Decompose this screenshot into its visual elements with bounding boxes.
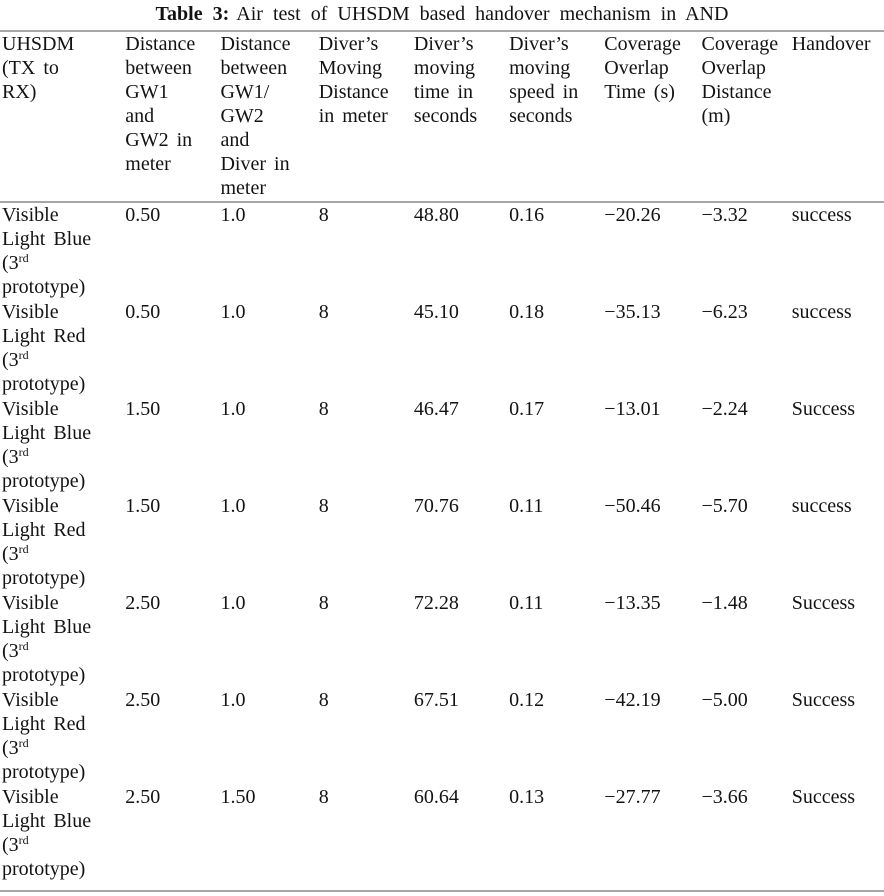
table-cell-r2-c2: 0.50 [125,301,161,323]
table-cell-r3-c4: 8 [318,398,329,420]
table-cell-r6-c2: 2.50 [125,689,161,711]
table-cell-r5-c4: 8 [318,592,329,614]
column-header-3: Distance between GW1/GW2 and Diver in meter [220,33,291,199]
table-cell-r3-c7: −13.01 [604,398,661,420]
table-cell-r7-c7: −27.77 [604,786,661,808]
table-cell-r4-c3: 1.0 [220,495,246,517]
table-cell-r1-c8: −3.32 [701,204,748,226]
column-header-7: Coverage Overlap Time (s) [604,33,681,103]
table-header-row: UHSDM (TX to RX) Distance between GW1 and GW2 i… [0,31,884,202]
column-header-8: Coverage Overlap Distance (m) [701,33,779,127]
table-cell-r2-c3: 1.0 [220,301,246,323]
table-cell-r6-c6: 0.12 [509,689,545,711]
table-cell-r6-c7: −42.19 [604,689,661,711]
table-cell-r1-c9: success [791,204,852,226]
table-cell-r4-c1: Visible Light Red (3rd prototype) [2,495,86,589]
table-cell-r7-c5: 60.64 [413,786,459,808]
column-header-6: Diver’s moving speed in seconds [509,33,579,127]
table-cell-r6-c5: 67.51 [413,689,459,711]
column-header-5: Diver’s moving time in seconds [413,33,478,127]
table-cell-r4-c8: −5.70 [701,495,748,517]
table-cell-r4-c2: 1.50 [125,495,161,517]
table-cell-r6-c4: 8 [318,689,329,711]
table-row-5: Visible Light Blue (3rd prototype) 2.50 1.0 8 7… [0,591,884,688]
table-cell-r5-c5: 72.28 [413,592,459,614]
data-table: UHSDM (TX to RX) Distance between GW1 and GW2 i… [0,30,884,892]
table-cell-r4-c7: −50.46 [604,495,661,517]
table-cell-r3-c1: Visible Light Blue (3rd prototype) [2,398,92,492]
column-header-9: Handover [791,33,871,55]
table-row-6: Visible Light Red (3rd prototype) 2.50 1.0 8 67… [0,688,884,785]
table-cell-r1-c6: 0.16 [509,204,545,226]
table-cell-r1-c1: Visible Light Blue (3rd prototype) [2,204,92,298]
table-cell-r7-c1: Visible Light Blue (3rd prototype) [2,786,92,880]
table-cell-r7-c3: 1.50 [220,786,256,808]
table-cell-r3-c2: 1.50 [125,398,161,420]
table-head: UHSDM (TX to RX) Distance between GW1 and GW2 i… [0,31,884,202]
table-cell-r1-c7: −20.26 [604,204,661,226]
table-caption-label: Table 3: [155,3,230,25]
table-cell-r3-c8: −2.24 [701,398,748,420]
table-cell-r5-c8: −1.48 [701,592,748,614]
table-cell-r7-c8: −3.66 [701,786,748,808]
table-cell-r7-c4: 8 [318,786,329,808]
table-cell-r2-c4: 8 [318,301,329,323]
table-cell-r4-c6: 0.11 [509,495,544,517]
table-cell-r2-c6: 0.18 [509,301,545,323]
table-cell-r1-c5: 48.80 [413,204,459,226]
table-cell-r6-c1: Visible Light Red (3rd prototype) [2,689,86,783]
table-cell-r2-c9: success [791,301,852,323]
table-cell-r2-c1: Visible Light Red (3rd prototype) [2,301,86,395]
table-cell-r4-c9: success [791,495,852,517]
table-cell-r3-c3: 1.0 [220,398,246,420]
table-cell-r3-c5: 46.47 [413,398,459,420]
table-row-3: Visible Light Blue (3rd prototype) 1.50 1.0 8 4… [0,397,884,494]
column-header-1: UHSDM (TX to RX) [2,33,75,103]
table-cell-r5-c7: −13.35 [604,592,661,614]
table-cell-r6-c3: 1.0 [220,689,246,711]
table-cell-r2-c5: 45.10 [413,301,459,323]
table-cell-r1-c3: 1.0 [220,204,246,226]
table-cell-r5-c9: Success [791,592,856,614]
table-cell-r7-c9: Success [791,786,856,808]
table-row-4: Visible Light Red (3rd prototype) 1.50 1.0 8 70… [0,494,884,591]
column-header-4: Diver’s Moving Distance in meter [318,33,389,127]
table-cell-r6-c8: −5.00 [701,689,748,711]
table-cell-r1-c2: 0.50 [125,204,161,226]
table-cell-r4-c4: 8 [318,495,329,517]
table-cell-r4-c5: 70.76 [413,495,459,517]
table-caption-text: Air test of UHSDM based handover mechani… [236,3,729,25]
table-cell-r2-c7: −35.13 [604,301,661,323]
table-cell-r5-c2: 2.50 [125,592,161,614]
table-cell-r6-c9: Success [791,689,856,711]
table-cell-r7-c2: 2.50 [125,786,161,808]
table-cell-r5-c6: 0.11 [509,592,544,614]
table-cell-r2-c8: −6.23 [701,301,748,323]
table-body: Visible Light Blue (3rd prototype) 0.50 1.0 8 4… [0,202,884,891]
table-cell-r7-c6: 0.13 [509,786,545,808]
table-cell-r5-c1: Visible Light Blue (3rd prototype) [2,592,92,686]
table-cell-r1-c4: 8 [318,204,329,226]
table-row-1: Visible Light Blue (3rd prototype) 0.50 1.0 8 4… [0,202,884,300]
table-cell-r5-c3: 1.0 [220,592,246,614]
table-cell-r3-c6: 0.17 [509,398,545,420]
table-row-2: Visible Light Red (3rd prototype) 0.50 1.0 8 45… [0,300,884,397]
table-caption: Table 3: Air test of UHSDM based handover… [0,0,884,30]
table-cell-r3-c9: Success [791,398,856,420]
column-header-2: Distance between GW1 and GW2 in meter [125,33,196,175]
table-row-7: Visible Light Blue (3rd prototype) 2.50 1.50 8… [0,785,884,891]
